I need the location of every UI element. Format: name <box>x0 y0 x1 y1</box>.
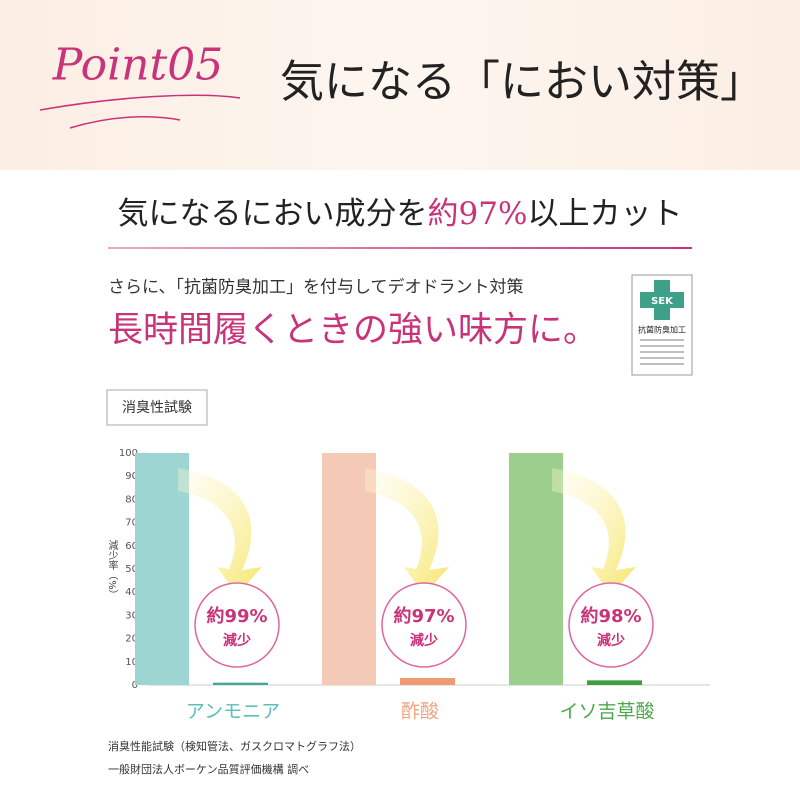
y-tick-label: 60 <box>125 541 138 552</box>
badge-mark: SEK <box>651 296 674 307</box>
y-tick-label: 70 <box>125 518 138 529</box>
callout <box>381 582 467 668</box>
bar <box>213 682 268 685</box>
x-tick-label: イソ吉草酸 <box>559 701 654 723</box>
header-title: 気になる「におい対策」 <box>280 57 764 108</box>
bar <box>135 453 189 685</box>
tag: 消臭性試験 <box>122 400 192 416</box>
callout-sub: 減少 <box>223 632 251 649</box>
badge-label: 抗菌防臭加工 <box>638 325 686 335</box>
bar <box>322 453 376 685</box>
header-band <box>0 0 800 170</box>
callout-value: 約99% <box>206 605 267 627</box>
underline <box>108 247 692 249</box>
y-tick-label: 0 <box>132 680 138 691</box>
tag-box <box>106 389 208 426</box>
y-tick-label: 10 <box>125 657 138 668</box>
callout <box>568 582 654 668</box>
point-label: Point05 <box>52 40 223 91</box>
flourish <box>39 94 241 129</box>
bar <box>587 680 642 685</box>
arrow <box>365 468 449 595</box>
callout-value: 約97% <box>393 605 454 627</box>
y-tick-label: 100 <box>119 448 138 459</box>
headline-text: 気になるにおい成分を <box>118 196 428 232</box>
badge-lines <box>640 339 684 365</box>
callout-sub: 減少 <box>410 632 438 649</box>
callout-value: 約98% <box>580 605 641 627</box>
y-tick-label: 90 <box>125 471 138 482</box>
x-tick-label: アンモニア <box>186 701 280 723</box>
lead-text: さらに、「抗菌防臭加工」を付与してデオドラント対策 <box>108 277 523 298</box>
y-axis-label: 減少率（%） <box>106 539 118 600</box>
callout-sub: 減少 <box>597 632 625 649</box>
headline: 気になるにおい成分を約97%以上カット <box>118 196 683 232</box>
arrow <box>178 468 262 595</box>
callout <box>194 582 280 668</box>
y-tick-label: 30 <box>125 610 138 621</box>
note: 一般財団法人ボーケン品質評価機構 調べ <box>108 762 309 776</box>
y-tick-label: 20 <box>125 634 138 645</box>
y-tick-label: 80 <box>125 494 138 505</box>
headline-text: 以上カット <box>527 196 682 232</box>
bar <box>400 678 455 685</box>
y-tick-label: 50 <box>125 564 138 575</box>
note: 消臭性能試験（検知管法、ガスクロマトグラフ法） <box>108 739 361 753</box>
badge-cross <box>640 280 684 320</box>
headline-highlight: 約97% <box>428 196 528 232</box>
y-tick-label: 40 <box>125 587 138 598</box>
arrow <box>552 468 636 595</box>
x-tick-label: 酢酸 <box>401 701 439 723</box>
bar <box>509 453 563 685</box>
catch-copy: 長時間履くときの強い味方に。 <box>108 311 598 351</box>
